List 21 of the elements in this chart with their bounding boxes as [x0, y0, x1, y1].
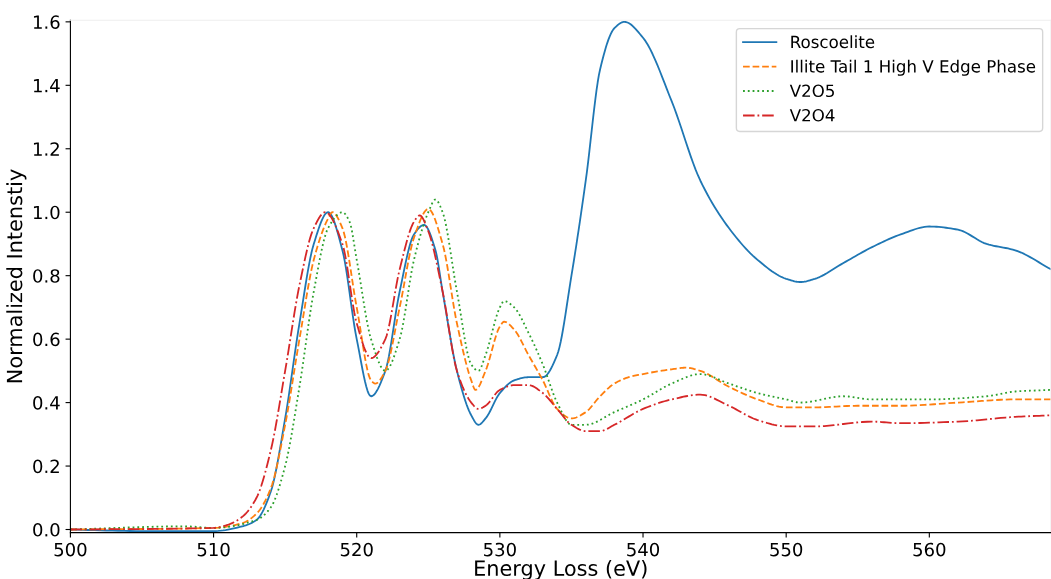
x-tick-label: 500: [54, 542, 87, 557]
legend-label: Illite Tail 1 High V Edge Phase: [791, 59, 1036, 76]
y-tick-label: 1.6: [33, 15, 60, 29]
y-tick-label: 0.4: [33, 396, 60, 410]
y-tick-label: 0.2: [33, 459, 59, 474]
x-tick-label: 550: [770, 542, 803, 557]
y-tick-label: 0.6: [33, 332, 60, 347]
legend-label: V2O5: [789, 84, 834, 98]
y-tick-label: 0.0: [33, 522, 60, 537]
x-tick-label: 520: [340, 542, 373, 557]
y-tick-label: 1.0: [33, 205, 60, 220]
y-axis-title: Normalized Intenstiy: [6, 169, 27, 383]
x-tick-label: 510: [197, 542, 230, 557]
y-tick-label: 0.8: [33, 269, 60, 283]
x-tick-label: 540: [627, 542, 660, 557]
x-tick-label: 530: [484, 542, 516, 557]
x-tick-label: 560: [913, 542, 946, 557]
legend-label: Roscoelite: [791, 35, 875, 49]
y-tick-label: 1.2: [33, 142, 59, 156]
y-tick-label: 1.4: [33, 79, 60, 93]
legend-label: V2O4: [789, 108, 835, 122]
